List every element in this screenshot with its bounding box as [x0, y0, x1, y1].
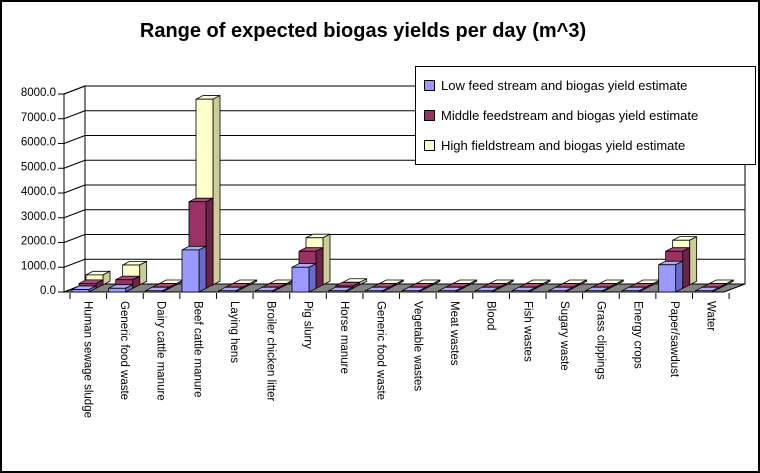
bar [548, 290, 567, 293]
x-axis-category-label: Meat wastes [448, 301, 460, 366]
x-axis-category-label: Laying hens [228, 301, 240, 363]
wall-connector [63, 184, 86, 194]
wall-connector [63, 159, 86, 169]
y-axis-label: 6000.0 [21, 137, 56, 149]
bar [71, 289, 90, 293]
legend-item-high: High fieldstream and biogas yield estima… [424, 138, 747, 153]
bar [144, 290, 163, 293]
x-axis-category-label: Vegetable wastes [411, 301, 423, 391]
x-axis-category-label: Beef cattle manure [191, 301, 203, 398]
bar [584, 290, 603, 293]
y-axis-label: 4000.0 [21, 186, 56, 198]
bar [694, 290, 713, 293]
wall-connector [63, 85, 86, 95]
legend-label-low: Low feed stream and biogas yield estimat… [441, 78, 688, 94]
bar [401, 290, 420, 293]
bar-side [212, 94, 221, 286]
chart-title: Range of expected biogas yields per day … [139, 20, 587, 42]
bar [218, 290, 237, 293]
x-axis-category-label: Paper/sawdust [668, 301, 680, 378]
bar [511, 290, 530, 293]
bar [291, 266, 310, 293]
bar-side [689, 235, 698, 286]
bar-side [198, 245, 207, 293]
y-axis-label: 8000.0 [21, 87, 56, 99]
legend-swatch-high [424, 139, 435, 151]
x-axis-category-label: Pig slurry [301, 301, 313, 349]
x-axis-category-label: Blood [485, 301, 497, 330]
bar [658, 264, 677, 293]
y-axis-label: 3000.0 [21, 211, 56, 223]
wall-connector [63, 209, 86, 219]
x-axis-category-label: Dairy cattle manure [155, 301, 167, 401]
x-axis-category-label: Water [705, 301, 717, 331]
y-axis-label: 5000.0 [21, 161, 56, 173]
bar-side [322, 233, 331, 286]
legend-label-high: High fieldstream and biogas yield estima… [441, 137, 686, 153]
x-axis-category-label: Human sewage sludge [81, 301, 93, 418]
wall-connector [63, 258, 86, 268]
legend-swatch-low [424, 80, 435, 92]
bar [364, 290, 383, 293]
y-axis-label: 7000.0 [21, 112, 56, 124]
x-axis-category-label: Generic food waste [118, 301, 130, 400]
legend-item-middle: Middle feedstream and biogas yield estim… [424, 108, 747, 123]
bar-side [308, 262, 317, 293]
bar [328, 290, 347, 293]
x-axis-category-label: Energy crops [631, 301, 643, 369]
x-axis-category-label: Horse manure [338, 301, 350, 374]
x-axis-category-label: Broiler chicken litter [265, 301, 277, 402]
y-axis-label: 2000.0 [21, 236, 56, 248]
legend-item-low: Low feed stream and biogas yield estimat… [424, 78, 747, 93]
wall-connector [63, 110, 86, 120]
bar [181, 249, 200, 293]
wall-connector [63, 135, 86, 144]
bar [108, 287, 127, 293]
legend-label-middle: Middle feedstream and biogas yield estim… [441, 107, 699, 123]
wall-connector [63, 234, 86, 243]
bar-side [139, 260, 148, 286]
bar-side [315, 247, 324, 290]
bar [621, 290, 640, 293]
x-axis-category-label: Fish wastes [521, 301, 533, 362]
legend: Low feed stream and biogas yield estimat… [415, 66, 756, 165]
x-axis-category-label: Generic food waste [375, 301, 387, 400]
x-axis-category-label: Grass clippings [595, 301, 607, 380]
bar [474, 290, 493, 293]
bar [438, 290, 457, 293]
bar [254, 290, 273, 293]
y-axis-label: 1000.0 [21, 260, 56, 272]
x-axis-category-label: Sugary waste [558, 301, 570, 371]
legend-swatch-middle [424, 109, 435, 121]
bar-side [682, 247, 691, 290]
y-axis-label: 0.0 [40, 285, 56, 297]
bar-side [205, 197, 214, 290]
bar-side [675, 260, 684, 293]
